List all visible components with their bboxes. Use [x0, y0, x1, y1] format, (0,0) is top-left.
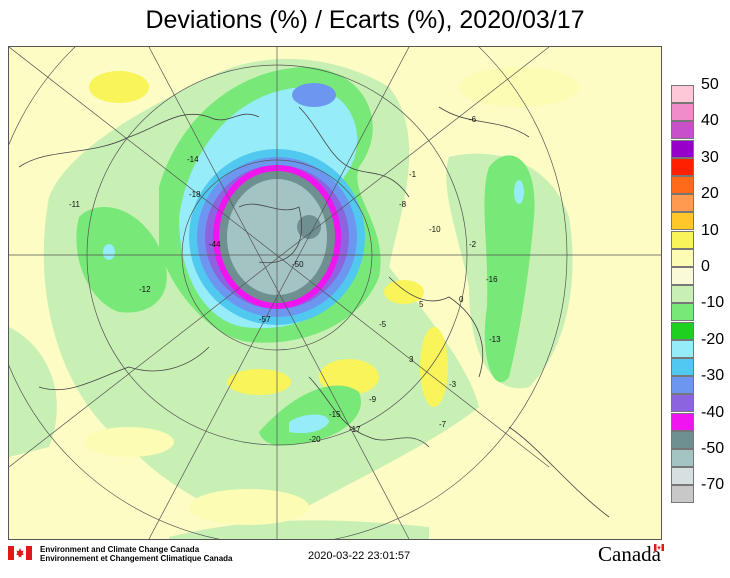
- legend-swatch: [671, 176, 694, 194]
- map-label: -16: [486, 275, 498, 284]
- map-label: 0: [459, 295, 464, 304]
- graticule: [9, 47, 661, 539]
- legend-label: 0: [701, 258, 710, 275]
- map-label: -6: [469, 115, 477, 124]
- legend-swatch: [671, 394, 694, 413]
- map-label: -15: [329, 410, 341, 419]
- legend-label: 50: [701, 76, 719, 93]
- legend-swatch: [671, 267, 694, 285]
- legend-swatch: [671, 467, 694, 486]
- map-label: -18: [189, 190, 201, 199]
- map-label: -12: [139, 285, 151, 294]
- map-label: -8: [399, 200, 407, 209]
- map-label: 3: [409, 355, 414, 364]
- legend-swatch: [671, 412, 694, 431]
- canada-flag-icon: [8, 546, 32, 560]
- legend-swatch: [671, 430, 694, 449]
- legend-swatch: [671, 449, 694, 467]
- legend-label: -50: [701, 440, 725, 457]
- legend-swatch: [671, 376, 694, 395]
- legend-swatch: [671, 321, 694, 340]
- legend-swatch: [671, 285, 694, 304]
- legend-label: 10: [701, 221, 719, 239]
- legend-label: -10: [701, 294, 725, 312]
- footer: Environment and Climate Change Canada En…: [0, 540, 730, 578]
- map-label: -50: [292, 260, 304, 269]
- agency-name-en: Environment and Climate Change Canada: [40, 545, 200, 554]
- map-label: -57: [259, 315, 271, 324]
- map-label: -5: [379, 320, 387, 329]
- legend-swatch: [671, 303, 694, 322]
- legend-swatch: [671, 103, 694, 122]
- legend-swatch: [671, 85, 694, 103]
- ozone-deviation-map: -50 -57 -44 -14 -18 -12 -15 -8 -10 -5 -3…: [8, 46, 662, 540]
- map-label: -10: [429, 225, 441, 234]
- legend-label: -30: [701, 367, 725, 385]
- legend-swatch: [671, 485, 694, 504]
- legend-swatch: [671, 230, 694, 249]
- legend-swatch: [671, 248, 694, 267]
- map-label: -3: [449, 380, 457, 389]
- map-label: -9: [369, 395, 377, 404]
- anomaly-yellow: [84, 67, 579, 525]
- map-label: -2: [469, 240, 477, 249]
- map-label: -20: [309, 435, 321, 444]
- legend-label: 30: [701, 148, 719, 166]
- map-label: -1: [409, 170, 417, 179]
- legend-swatch: [671, 121, 694, 140]
- generation-timestamp: 2020-03-22 23:01:57: [308, 550, 411, 562]
- legend-label: -20: [701, 330, 725, 348]
- legend-swatch: [671, 194, 694, 213]
- map-label: -44: [209, 240, 221, 249]
- legend-label: -40: [701, 403, 725, 421]
- map-label: -17: [349, 425, 361, 434]
- agency-name: Environment and Climate Change Canada En…: [40, 545, 232, 563]
- coastlines: [18, 106, 610, 518]
- legend-label: 20: [701, 185, 719, 203]
- legend-label: 40: [701, 112, 719, 130]
- agency-name-fr: Environnement et Changement Climatique C…: [40, 554, 233, 563]
- map-title: Deviations (%) / Ecarts (%), 2020/03/17: [145, 6, 585, 34]
- canada-wordmark: Canada: [598, 542, 661, 566]
- legend-swatch: [671, 358, 694, 376]
- legend-swatch: [671, 139, 694, 158]
- legend-swatch: [671, 212, 694, 231]
- map-label: -7: [439, 420, 447, 429]
- map-label: -13: [489, 335, 501, 344]
- map-label: 5: [419, 300, 424, 309]
- wordmark-flag-icon: [654, 544, 664, 551]
- map-label: -14: [187, 155, 199, 164]
- value-labels: -50 -57 -44 -14 -18 -12 -15 -8 -10 -5 -3…: [69, 115, 501, 444]
- legend-swatch: [671, 339, 694, 358]
- legend-swatch: [671, 157, 694, 176]
- map-label: -11: [69, 200, 81, 209]
- legend-label: -70: [701, 476, 725, 494]
- map-canvas: -50 -57 -44 -14 -18 -12 -15 -8 -10 -5 -3…: [9, 47, 661, 539]
